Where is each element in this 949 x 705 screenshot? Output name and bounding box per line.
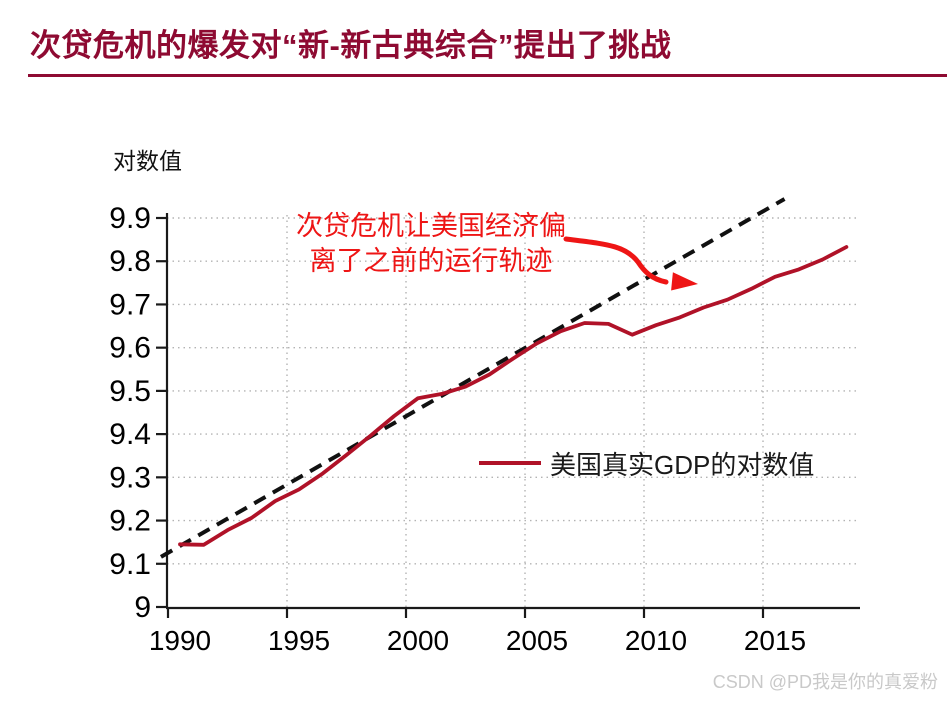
trend-line [159, 197, 786, 559]
y-tick-label: 9.4 [109, 418, 151, 451]
annotation-line-2: 离了之前的运行轨迹 [309, 246, 553, 276]
legend-label: 美国真实GDP的对数值 [550, 449, 815, 480]
y-tick-label: 9.3 [109, 461, 151, 494]
x-tick-label: 2000 [387, 625, 449, 656]
y-tick-label: 9.2 [109, 505, 151, 538]
label-layer: 9 9.1 9.2 9.3 9.4 9.5 9.6 9.7 9.8 9.9 1990 1995 2000… [109, 202, 806, 656]
title-underline [28, 74, 947, 77]
y-axis-title: 对数值 [113, 148, 182, 174]
tick-layer [156, 216, 765, 618]
gdp-line [178, 245, 849, 547]
legend: 美国真实GDP的对数值 [479, 447, 815, 480]
y-tick-label: 9.6 [109, 332, 151, 365]
x-tick-label: 2010 [625, 625, 687, 656]
y-tick-label: 9.5 [109, 375, 151, 408]
crisis-arrow-icon [563, 236, 698, 291]
axes-layer [165, 213, 860, 610]
annotation-line-1: 次贷危机让美国经济偏 [296, 211, 566, 241]
legend-line-swatch [479, 461, 541, 465]
x-tick-label: 2015 [744, 625, 806, 656]
page-title: 次贷危机的爆发对“新-新古典综合”提出了挑战 [30, 28, 672, 63]
x-tick-label: 2005 [506, 625, 568, 656]
y-tick-label: 9.9 [109, 202, 151, 235]
x-tick-label: 1995 [268, 625, 330, 656]
y-tick-label: 9.8 [109, 245, 151, 278]
watermark: CSDN @PD我是你的真爱粉 [712, 672, 938, 692]
y-tick-label: 9.1 [109, 548, 151, 581]
x-tick-label: 1990 [149, 625, 211, 656]
crisis-annotation: 次贷危机让美国经济偏 离了之前的运行轨迹 [283, 209, 579, 279]
y-tick-label: 9.7 [109, 288, 151, 321]
y-tick-label: 9 [134, 591, 151, 624]
